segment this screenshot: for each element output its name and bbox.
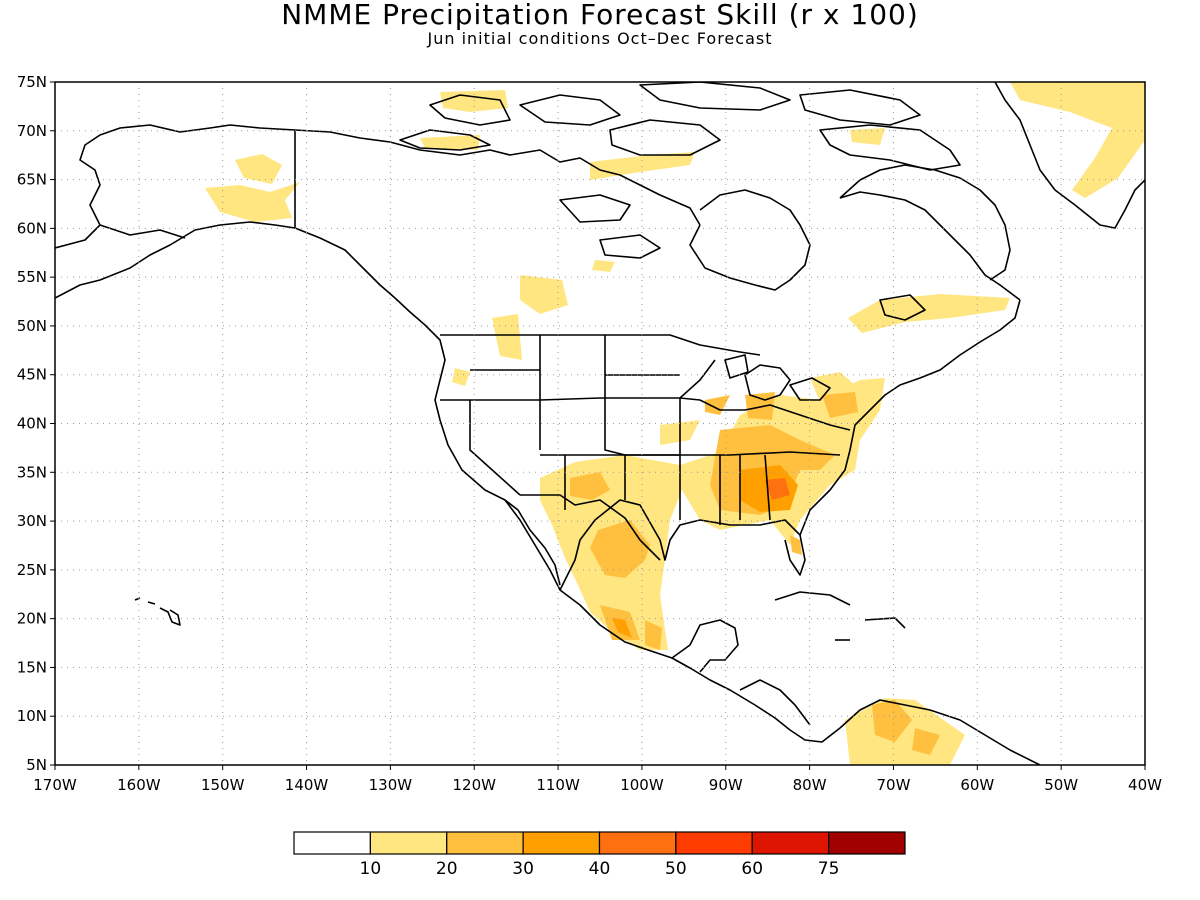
lat-tick-label: 20N [17,610,47,628]
lat-tick-label: 15N [17,658,47,676]
lon-tick-label: 150W [201,776,245,794]
lat-tick-label: 45N [17,366,47,384]
lon-tick-label: 80W [793,776,827,794]
colorbar-swatch [369,831,448,855]
graticule [55,82,1145,765]
colorbar-label: 20 [436,859,458,879]
lon-tick-label: 40W [1128,776,1162,794]
colorbar-label: 40 [589,859,611,879]
colorbar-label: 50 [665,859,687,879]
lat-tick-label: 40N [17,415,47,433]
lat-tick-label: 35N [17,463,47,481]
colorbar-label: 75 [818,859,840,879]
map-frame [54,81,1146,766]
skill-shading [205,82,1145,765]
chart-title: NMME Precipitation Forecast Skill (r x 1… [281,0,919,31]
colorbar-label: 30 [512,859,534,879]
lat-tick-label: 55N [17,268,47,286]
lat-tick-label: 70N [17,122,47,140]
colorbar-label: 10 [360,859,382,879]
colorbar-swatch [293,831,371,855]
lat-tick-label: 5N [26,756,47,774]
colorbar: 10 20 30 40 50 60 75 [293,831,906,879]
colorbar-swatch [598,831,677,855]
lat-tick-label: 10N [17,707,47,725]
lon-tick-label: 130W [369,776,413,794]
coastlines [55,82,1145,765]
lon-tick-label: 160W [117,776,161,794]
chart-subtitle: Jun initial conditions Oct–Dec Forecast [427,29,773,48]
lon-tick-label: 140W [285,776,329,794]
lon-tick-label: 70W [877,776,911,794]
lat-tick-label: 30N [17,512,47,530]
lat-tick-label: 75N [17,73,47,91]
lat-tick-label: 25N [17,561,47,579]
lon-tick-label: 120W [452,776,496,794]
lon-tick-label: 60W [960,776,994,794]
lon-tick-label: 110W [536,776,580,794]
lon-tick-label: 50W [1044,776,1078,794]
colorbar-swatch [675,831,753,855]
lon-tick-label: 90W [709,776,743,794]
lat-tick-label: 60N [17,219,47,237]
colorbar-swatch [522,831,601,855]
colorbar-swatch [446,831,524,855]
lat-tick-label: 65N [17,171,47,189]
colorbar-swatch [828,831,906,855]
lon-tick-label: 170W [33,776,77,794]
lon-tick-label: 100W [620,776,664,794]
colorbar-label: 60 [741,859,763,879]
lat-tick-label: 50N [17,317,47,335]
colorbar-swatch [751,831,830,855]
axis-ticks: 170W 160W 150W 140W 130W 120W 110W 100W 90W 80W 70… [17,73,1162,794]
